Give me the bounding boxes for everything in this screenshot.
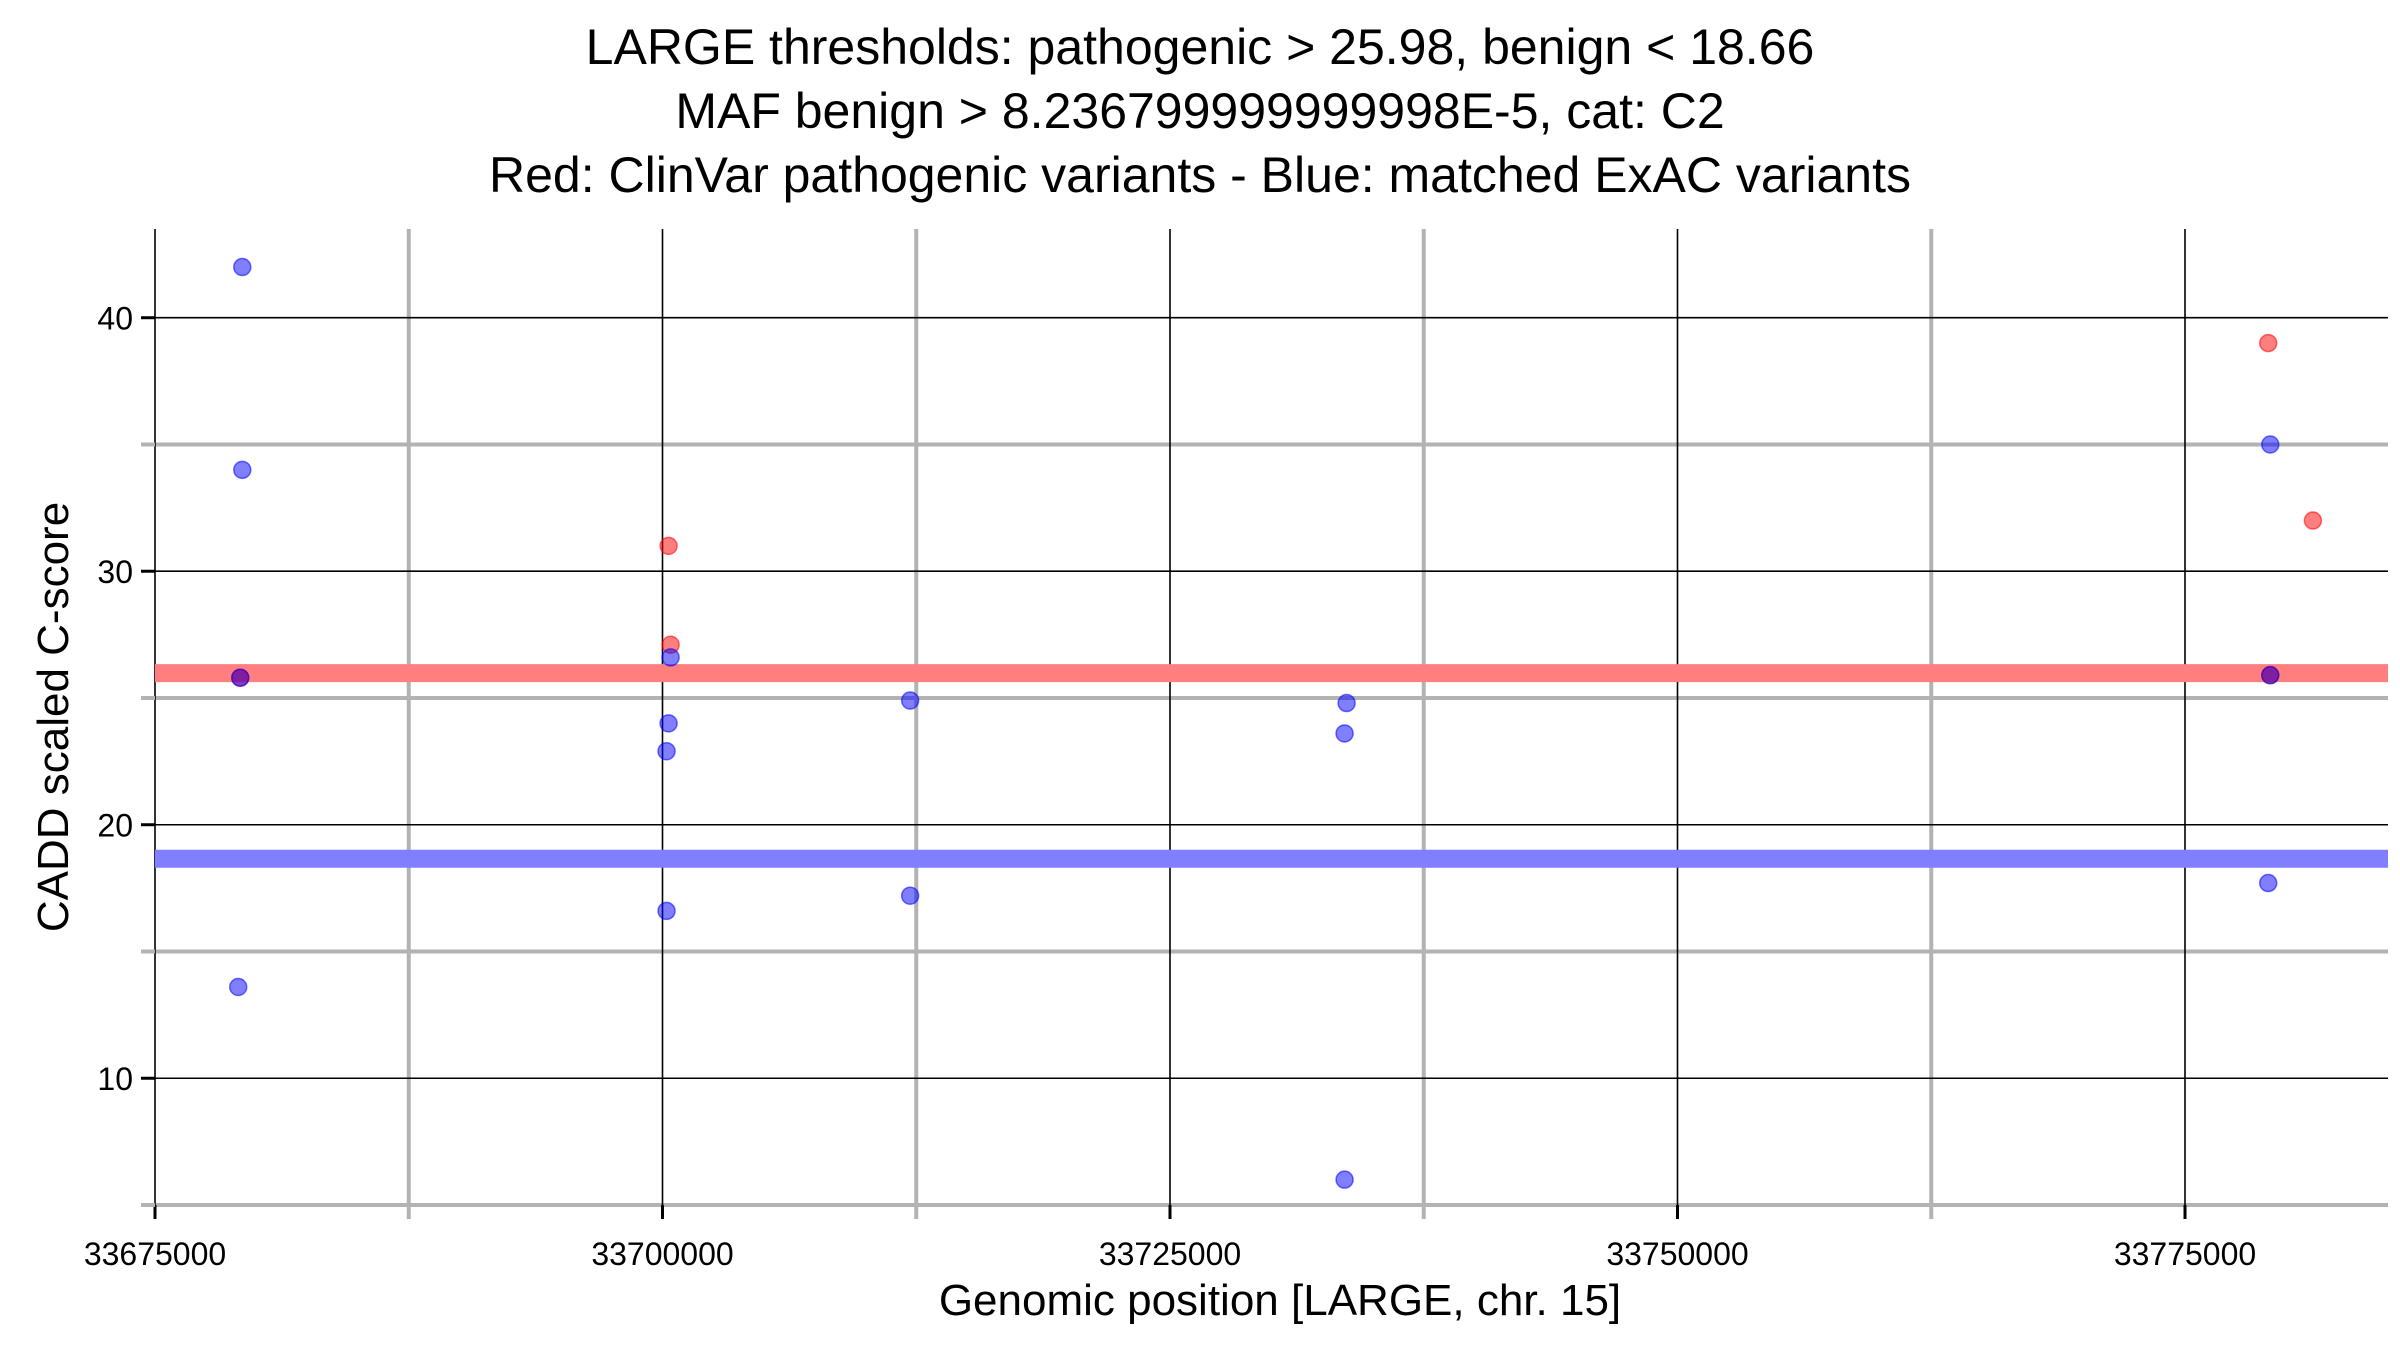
y-tick-label-0: 10 <box>97 1061 133 1097</box>
data-point-s1-6 <box>657 741 676 761</box>
data-point-s1-14 <box>2261 665 2280 685</box>
y-axis-label: CADD scaled C-score <box>29 501 78 933</box>
data-point-s1-9 <box>900 886 920 905</box>
x-tick-label-2: 33725000 <box>1099 1236 1241 1272</box>
y-tick-label-1: 20 <box>97 808 133 844</box>
data-point-s1-0 <box>233 257 252 277</box>
data-point-s1-11 <box>1335 724 1354 743</box>
data-point-s1-4 <box>661 648 680 667</box>
y-tick-label-3: 40 <box>97 301 133 337</box>
axes <box>141 316 2187 1219</box>
data-point-s1-12 <box>1335 1170 1354 1189</box>
data-point-s0-3 <box>2258 333 2278 353</box>
data-point-s1-7 <box>657 901 676 921</box>
data-point-s1-1 <box>233 460 252 480</box>
minor-gridlines <box>155 229 2388 1207</box>
data-point-s1-8 <box>900 691 920 710</box>
data-point-s1-5 <box>659 714 678 733</box>
chart-title-line-1: LARGE thresholds: pathogenic > 25.98, be… <box>585 19 1815 75</box>
x-tick-label-1: 33700000 <box>591 1236 733 1272</box>
data-point-s1-2 <box>231 668 250 687</box>
data-points <box>228 257 2323 1189</box>
data-point-s1-15 <box>2258 873 2278 893</box>
chart-title-line-2: MAF benign > 8.236799999999998E-5, cat: … <box>675 83 1725 139</box>
major-gridlines <box>154 229 2388 1205</box>
data-point-s1-10 <box>1337 693 1356 713</box>
tick-labels: 33675000 33700000 33725000 33750000 33775000… <box>84 301 2256 1272</box>
x-axis-label: Genomic position [LARGE, chr. 15] <box>938 1276 1622 1325</box>
x-tick-label-4: 33775000 <box>2114 1236 2256 1272</box>
x-tick-label-0: 33675000 <box>84 1236 226 1272</box>
x-tick-label-3: 33750000 <box>1606 1236 1748 1272</box>
data-point-s1-3 <box>228 977 248 997</box>
data-point-s0-1 <box>659 536 678 556</box>
y-tick-label-2: 30 <box>97 554 133 590</box>
data-point-s1-13 <box>2261 435 2280 454</box>
data-point-s0-4 <box>2303 511 2323 530</box>
chart-title-line-3: Red: ClinVar pathogenic variants - Blue:… <box>489 147 1911 203</box>
threshold-lines <box>155 664 2388 868</box>
